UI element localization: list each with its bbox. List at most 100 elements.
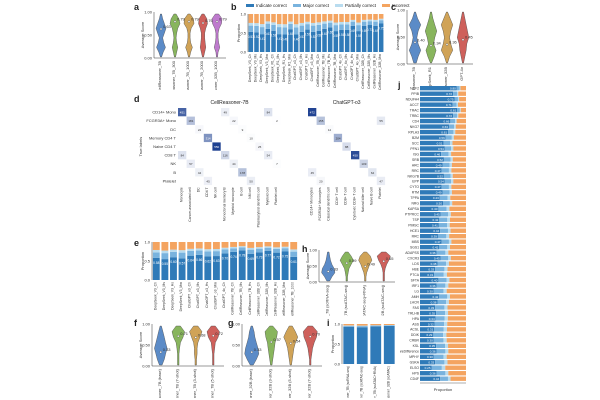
x-tick-label: CellReasoner_32B_Ch — [361, 54, 365, 89]
bar-segment — [420, 168, 442, 173]
bar-segment — [420, 343, 437, 349]
heatmap-cell — [229, 159, 238, 168]
heatmap-cell — [221, 133, 230, 143]
row-label: MPHY — [409, 355, 420, 359]
heatmap-cell — [221, 151, 230, 160]
y-tick-label: 0.00 — [397, 62, 406, 67]
bar-segment — [282, 14, 288, 25]
bar-segment — [178, 250, 186, 253]
heatmap-cell — [272, 133, 281, 143]
heatmap-cell — [203, 116, 213, 125]
heatmap-title: ChatGPT-o3 — [333, 100, 361, 106]
bar-segment — [271, 30, 276, 52]
row-label: Naive CD4 T — [153, 144, 176, 149]
bar-segment — [445, 343, 449, 349]
bar-segment — [282, 34, 288, 52]
col-label: Cancer-associated cell — [188, 187, 192, 222]
col-label: Naive B cell — [370, 187, 374, 205]
panel-i-chart: Proportion 0.0 0.5 1.0 CellReasoner_7B (scRN… — [330, 322, 395, 398]
heatmap-cell — [351, 133, 360, 143]
heatmap-cell — [264, 142, 273, 151]
heatmap-cell — [238, 125, 247, 134]
heatmap-cell — [186, 125, 195, 134]
heatmap-cell — [368, 159, 377, 168]
heatmap-cell — [186, 168, 195, 177]
bar-segment — [420, 228, 441, 233]
heatmap-cell — [264, 108, 273, 117]
bar-segment — [247, 253, 255, 280]
heatmap-cell — [308, 125, 317, 134]
heatmap-cell — [308, 108, 317, 117]
bar-value-label: 0.60 — [287, 32, 293, 36]
heatmap-cell — [178, 133, 187, 143]
bar-segment — [459, 96, 466, 102]
bar-segment — [443, 332, 447, 338]
cell-value: 155 — [318, 119, 323, 123]
bar-value-label: 0.75 — [378, 27, 384, 31]
bar-segment — [299, 22, 305, 26]
bar-value-label: 0.52 — [437, 174, 443, 178]
row-label: MBS — [412, 240, 420, 244]
cell-value: 47 — [379, 179, 383, 183]
bar-segment — [420, 255, 441, 261]
heatmap-cell — [186, 151, 195, 160]
cell-value: 9 — [242, 128, 244, 132]
panel-j-chart: NCF2 0.80 PPIB 0.72 NDUFA4 0.75 ACCT 0.71 TRAC 0.… — [400, 86, 466, 392]
bar-value-label: 0.55 — [162, 262, 168, 266]
bar-segment — [212, 249, 220, 252]
bar-segment — [448, 250, 466, 255]
col-label: Myeloid monocyte — [231, 187, 235, 214]
cell-value: 10 — [249, 136, 253, 140]
bar-value-label: 0.63 — [442, 125, 448, 129]
bar-segment — [343, 325, 355, 327]
heatmap-cell — [359, 133, 368, 143]
bar-value-label: 0.39 — [431, 235, 437, 239]
bar-segment — [420, 239, 442, 244]
bar-segment — [238, 242, 246, 247]
bar-value-label: 0.34 — [429, 317, 435, 321]
bar-segment — [444, 321, 448, 327]
heatmap-cell — [359, 168, 368, 177]
bar-segment — [447, 294, 450, 299]
row-label: TRAC — [410, 108, 420, 112]
heatmap-cell — [221, 125, 230, 134]
bar-segment — [420, 184, 442, 190]
bar-segment — [451, 168, 466, 173]
row-label: CD14+ Mono — [152, 110, 176, 115]
mean-dot — [309, 335, 312, 338]
bar-segment — [212, 242, 220, 250]
bar-segment — [161, 250, 169, 254]
violin — [154, 325, 168, 366]
row-label: CRBR — [409, 339, 419, 343]
bar-value-label: 0.56 — [316, 34, 322, 38]
bar-segment — [449, 206, 466, 211]
mean-dot — [173, 20, 177, 23]
x-tick-label: CellReasoner_32B (base) — [248, 368, 253, 398]
bar-segment — [238, 247, 246, 251]
bar-segment — [161, 242, 169, 251]
y-tick-label: 0.50 — [144, 33, 153, 38]
y-tick-label: 0.00 — [232, 364, 241, 369]
x-tick-label: CellReasoner_32B (5-shot) — [287, 368, 292, 398]
bar-segment — [378, 23, 384, 52]
cell-value: 116 — [223, 154, 228, 158]
bar-value-label: 0.44 — [433, 377, 439, 381]
bar-segment — [447, 305, 466, 310]
bar-segment — [451, 179, 454, 184]
bar-segment — [271, 24, 276, 31]
bar-segment — [447, 266, 466, 272]
bar-segment — [443, 272, 447, 277]
bar-segment — [248, 25, 254, 32]
bar-value-label: 0.30 — [427, 289, 433, 293]
bar-segment — [420, 354, 434, 359]
bar-value-label: 0.31 — [427, 273, 433, 277]
bar-segment — [293, 27, 299, 35]
violin — [440, 11, 454, 64]
value-label: 0.76 — [205, 18, 214, 23]
row-label: NKG7 — [410, 125, 419, 129]
y-axis-label: Average Score — [138, 331, 143, 358]
x-tick-label: DeepSeek_V3_Hs — [170, 282, 174, 310]
panel-b-chart: Proportion 0.0 0.5 1.0 0.53 DeepSeek_V3_Ch 0.5… — [236, 12, 384, 91]
bar-segment — [265, 23, 271, 29]
bar-segment — [152, 242, 160, 250]
